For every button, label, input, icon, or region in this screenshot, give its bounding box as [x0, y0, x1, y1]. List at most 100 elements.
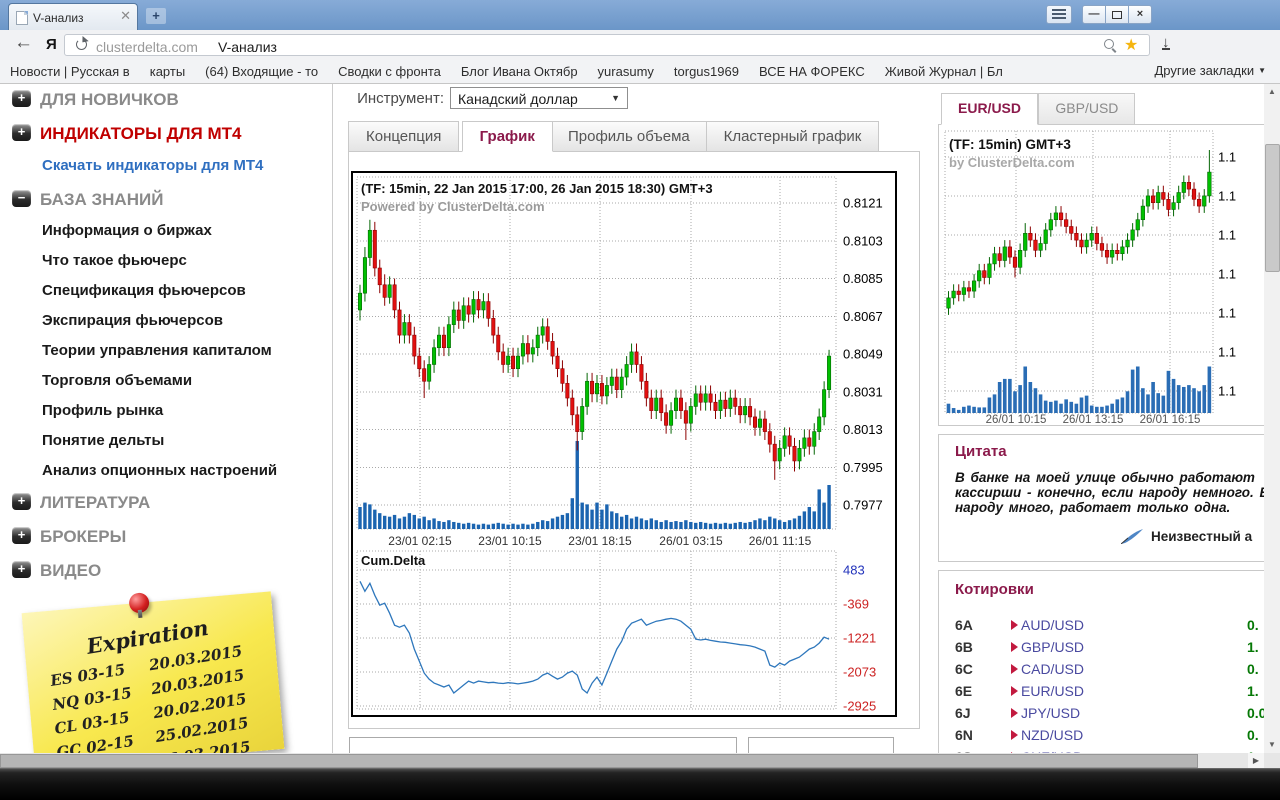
svg-text:0.8103: 0.8103	[843, 233, 883, 248]
sidebar-item-label: Профиль рынка	[42, 402, 164, 419]
expand-icon[interactable]: +	[12, 124, 31, 141]
tab-gbp-usd[interactable]: GBP/USD	[1038, 93, 1136, 125]
search-icon[interactable]	[1104, 39, 1117, 53]
candle	[1094, 233, 1099, 244]
volume-bar	[397, 518, 402, 529]
bookmark-item[interactable]: Новости | Русская в	[10, 64, 130, 79]
quote-row[interactable]: 6E EUR/USD 1.	[939, 683, 1265, 703]
currency-pair[interactable]: AUD/USD	[1021, 617, 1085, 633]
quote-row[interactable]: 6A AUD/USD 0.	[939, 617, 1265, 637]
candle	[787, 435, 792, 447]
pair-value: 1.	[1247, 683, 1259, 699]
expand-icon[interactable]: +	[12, 90, 31, 107]
tab-item[interactable]: Концепция	[348, 121, 460, 152]
volume-bar	[718, 523, 723, 529]
currency-pair[interactable]: JPY/USD	[1021, 705, 1081, 721]
candle	[812, 431, 817, 447]
tab-item[interactable]: Профиль объема	[550, 121, 708, 152]
quote-line: кассирши - конечно, если народу немного.…	[955, 485, 1266, 500]
candle	[639, 364, 644, 382]
quote-row[interactable]: 6B GBP/USD 1.	[939, 639, 1265, 659]
currency-pair[interactable]: GBP/USD	[1021, 639, 1085, 655]
candle	[698, 393, 703, 403]
bookmark-item[interactable]: Сводки с фронта	[338, 64, 441, 79]
vertical-scroll-thumb[interactable]	[1265, 144, 1280, 272]
quote-row[interactable]: 6J JPY/USD 0.00	[939, 705, 1265, 725]
candle	[1156, 192, 1161, 203]
volume-bar	[1105, 405, 1109, 413]
tab-active[interactable]: График	[461, 121, 553, 152]
volume-bar	[363, 502, 367, 529]
candle	[807, 437, 812, 447]
browser-menu-icon[interactable]	[1046, 5, 1072, 24]
scroll-up-icon[interactable]: ▲	[1264, 84, 1280, 100]
candle	[708, 393, 713, 403]
window-minimize-button[interactable]: —	[1082, 5, 1106, 24]
pair-value: 0.	[1247, 661, 1259, 677]
candle	[555, 355, 560, 369]
bookmark-item[interactable]: torgus1969	[673, 64, 739, 79]
expand-icon[interactable]: +	[12, 561, 31, 578]
candle	[748, 406, 753, 418]
sidebar-item-label: ИНДИКАТОРЫ ДЛЯ МТ4	[40, 124, 242, 143]
volume-bar	[540, 520, 545, 529]
tab-close-icon[interactable]: ✕	[120, 8, 131, 23]
bookmark-item[interactable]: карты	[149, 64, 186, 79]
window-restore-button[interactable]	[1105, 5, 1129, 24]
volume-bar	[664, 520, 668, 529]
bookmark-item[interactable]: yurasumy	[597, 64, 654, 79]
candle	[461, 305, 466, 321]
new-tab-button[interactable]: +	[146, 8, 166, 24]
currency-pair[interactable]: NZD/USD	[1021, 727, 1084, 743]
instrument-select[interactable]: Канадский доллар ▼	[450, 87, 628, 109]
sidebar-item-label: Что такое фьючерс	[42, 252, 187, 269]
candle	[595, 383, 600, 395]
volume-bar	[972, 406, 976, 413]
candle	[1145, 195, 1151, 207]
candle	[1084, 239, 1089, 248]
candle	[654, 397, 659, 411]
yandex-logo[interactable]: Я	[46, 36, 57, 53]
reload-icon[interactable]	[76, 36, 89, 50]
bookmark-item[interactable]: Живой Журнал | Бл	[884, 64, 1003, 79]
scroll-down-icon[interactable]: ▼	[1264, 737, 1280, 753]
tab-item[interactable]: Кластерный график	[705, 121, 880, 152]
vertical-scrollbar[interactable]: ▲ ▼	[1264, 84, 1280, 753]
download-icon[interactable]: ↓	[1162, 34, 1170, 51]
volume-bar	[1069, 401, 1074, 413]
volume-bar	[585, 504, 589, 529]
bookmark-star-icon[interactable]: ★	[1124, 37, 1139, 54]
other-bookmarks-button[interactable]: Другие закладки ▼	[1154, 63, 1266, 78]
sidebar-item-label: БАЗА ЗНАНИЙ	[40, 190, 164, 209]
quote-row[interactable]: 6C CAD/USD 0.	[939, 661, 1265, 681]
volume-bar	[560, 514, 565, 529]
svg-text:26/01 16:15: 26/01 16:15	[1140, 414, 1201, 425]
horizontal-scrollbar[interactable]: ▶	[0, 753, 1264, 768]
horizontal-scroll-thumb[interactable]	[0, 754, 1198, 768]
tab-eur-usd[interactable]: EUR/USD	[941, 93, 1039, 125]
bookmark-item[interactable]: (64) Входящие - то	[205, 64, 319, 79]
volume-bar	[491, 523, 496, 529]
expand-icon[interactable]: +	[12, 527, 31, 544]
expand-icon[interactable]: +	[12, 493, 31, 510]
collapse-icon[interactable]: −	[12, 190, 31, 207]
bookmark-item[interactable]: ВСЕ НА ФОРЕКС	[758, 64, 865, 79]
scroll-right-icon[interactable]: ▶	[1248, 753, 1264, 768]
bookmark-item[interactable]: Блог Ивана Октябр	[460, 64, 578, 79]
candle	[1058, 212, 1064, 221]
currency-pair[interactable]: CAD/USD	[1021, 661, 1085, 677]
currency-pair[interactable]: EUR/USD	[1021, 683, 1085, 699]
quote-row[interactable]: 6N NZD/USD 0.	[939, 727, 1265, 747]
back-button[interactable]: ←	[14, 32, 33, 53]
volume-bar	[595, 502, 599, 529]
address-bar[interactable]	[64, 34, 1150, 56]
volume-bar	[802, 511, 807, 529]
sidebar-item-label: Теории управления капиталом	[42, 342, 272, 359]
candle	[1007, 246, 1012, 258]
volume-bar	[962, 406, 966, 413]
candle	[1089, 233, 1094, 241]
browser-tab[interactable]: V-анализ ✕	[8, 3, 138, 30]
candle	[575, 414, 580, 432]
volume-bar	[1130, 369, 1135, 413]
window-close-button[interactable]: ×	[1128, 5, 1152, 24]
